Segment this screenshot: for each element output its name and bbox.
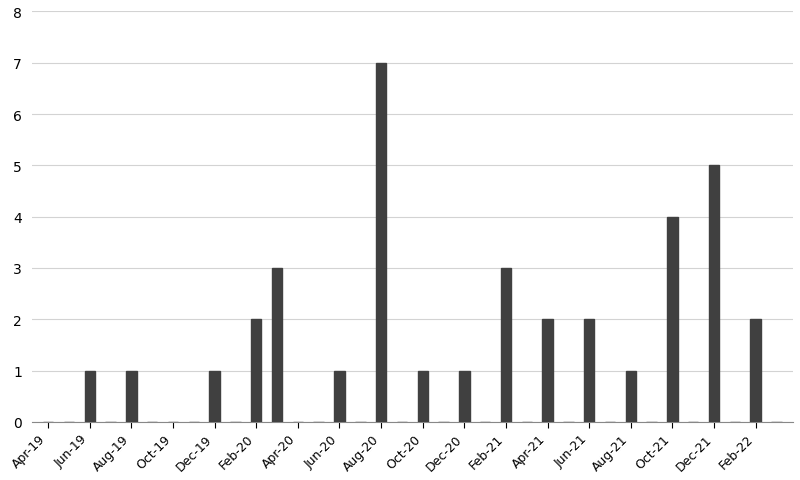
Bar [584,320,594,422]
Bar [376,64,386,422]
Bar [418,371,428,422]
Bar [542,320,553,422]
Bar [709,166,719,422]
Bar [459,371,470,422]
Bar [501,268,511,422]
Bar [251,320,262,422]
Bar [750,320,761,422]
Bar [667,217,678,422]
Bar [626,371,636,422]
Bar [272,268,282,422]
Bar [210,371,220,422]
Bar [85,371,95,422]
Bar [126,371,137,422]
Bar [334,371,345,422]
